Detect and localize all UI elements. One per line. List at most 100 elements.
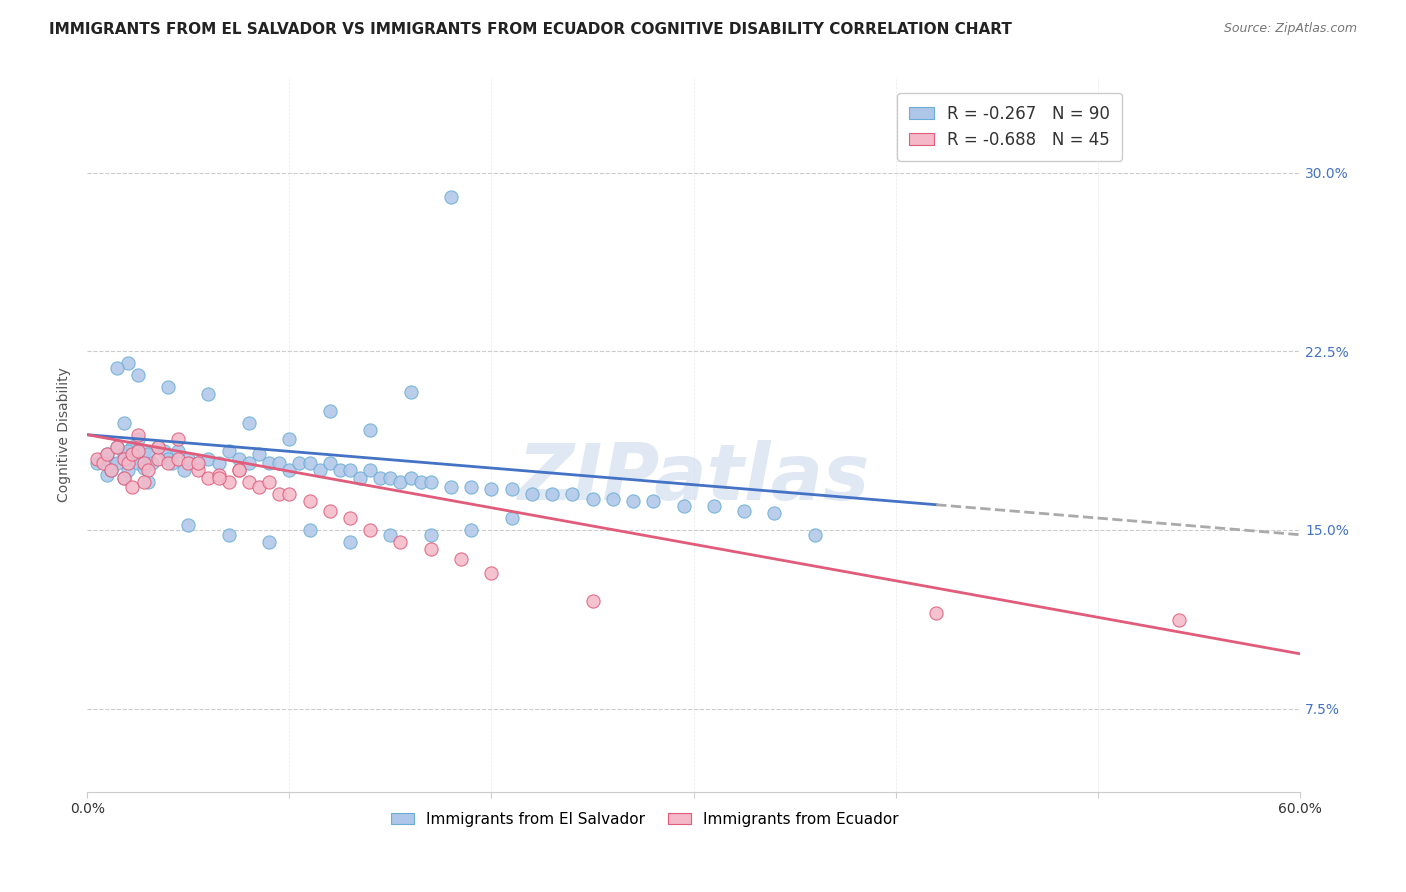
Point	[218, 444, 240, 458]
Point	[460, 480, 482, 494]
Point	[389, 475, 412, 490]
Point	[269, 456, 291, 470]
Point	[177, 518, 200, 533]
Point	[419, 475, 441, 490]
Text: ZIPatlas: ZIPatlas	[517, 440, 870, 516]
Point	[112, 416, 135, 430]
Point	[100, 456, 122, 470]
Point	[218, 475, 240, 490]
Point	[288, 456, 311, 470]
Point	[349, 470, 371, 484]
Text: Source: ZipAtlas.com: Source: ZipAtlas.com	[1223, 22, 1357, 36]
Point	[132, 444, 155, 458]
Point	[380, 527, 402, 541]
Point	[96, 447, 118, 461]
Point	[91, 456, 114, 470]
Point	[359, 463, 381, 477]
Point	[146, 451, 169, 466]
Point	[339, 534, 361, 549]
Point	[501, 483, 523, 497]
Point	[440, 480, 463, 494]
Point	[121, 440, 143, 454]
Point	[763, 506, 786, 520]
Point	[173, 463, 195, 477]
Point	[319, 456, 342, 470]
Point	[141, 456, 163, 470]
Point	[112, 470, 135, 484]
Point	[359, 423, 381, 437]
Point	[197, 451, 219, 466]
Point	[127, 456, 149, 470]
Point	[121, 480, 143, 494]
Point	[501, 511, 523, 525]
Point	[146, 440, 169, 454]
Point	[127, 368, 149, 383]
Point	[167, 433, 190, 447]
Point	[127, 433, 149, 447]
Point	[298, 494, 321, 508]
Point	[329, 463, 352, 477]
Point	[127, 427, 149, 442]
Point	[409, 475, 432, 490]
Point	[117, 444, 139, 458]
Point	[167, 451, 190, 466]
Point	[112, 451, 135, 466]
Point	[419, 541, 441, 556]
Point	[399, 470, 422, 484]
Point	[278, 433, 301, 447]
Point	[146, 440, 169, 454]
Point	[177, 456, 200, 470]
Point	[96, 468, 118, 483]
Point	[581, 491, 603, 506]
Point	[187, 463, 209, 477]
Point	[238, 416, 260, 430]
Point	[643, 494, 665, 508]
Point	[96, 447, 118, 461]
Point	[167, 444, 190, 458]
Point	[298, 523, 321, 537]
Point	[153, 444, 176, 458]
Point	[107, 361, 129, 376]
Point	[197, 387, 219, 401]
Point	[419, 527, 441, 541]
Point	[581, 594, 603, 608]
Point	[359, 523, 381, 537]
Point	[278, 487, 301, 501]
Point	[257, 534, 280, 549]
Point	[228, 451, 250, 466]
Point	[339, 511, 361, 525]
Point	[269, 487, 291, 501]
Point	[136, 463, 159, 477]
Point	[132, 461, 155, 475]
Point	[228, 463, 250, 477]
Point	[389, 534, 412, 549]
Point	[100, 463, 122, 477]
Point	[238, 456, 260, 470]
Point	[257, 475, 280, 490]
Point	[440, 189, 463, 203]
Point	[156, 456, 179, 470]
Point	[160, 456, 183, 470]
Point	[132, 456, 155, 470]
Point	[132, 475, 155, 490]
Point	[156, 451, 179, 466]
Point	[308, 463, 330, 477]
Point	[733, 504, 755, 518]
Point	[278, 463, 301, 477]
Point	[91, 451, 114, 466]
Point	[187, 456, 209, 470]
Point	[520, 487, 543, 501]
Point	[117, 463, 139, 477]
Text: IMMIGRANTS FROM EL SALVADOR VS IMMIGRANTS FROM ECUADOR COGNITIVE DISABILITY CORR: IMMIGRANTS FROM EL SALVADOR VS IMMIGRANT…	[49, 22, 1012, 37]
Point	[117, 356, 139, 370]
Point	[86, 451, 108, 466]
Point	[207, 456, 229, 470]
Point	[247, 447, 270, 461]
Point	[100, 463, 122, 477]
Point	[112, 447, 135, 461]
Point	[127, 444, 149, 458]
Point	[117, 451, 139, 466]
Point	[621, 494, 644, 508]
Point	[238, 475, 260, 490]
Point	[121, 447, 143, 461]
